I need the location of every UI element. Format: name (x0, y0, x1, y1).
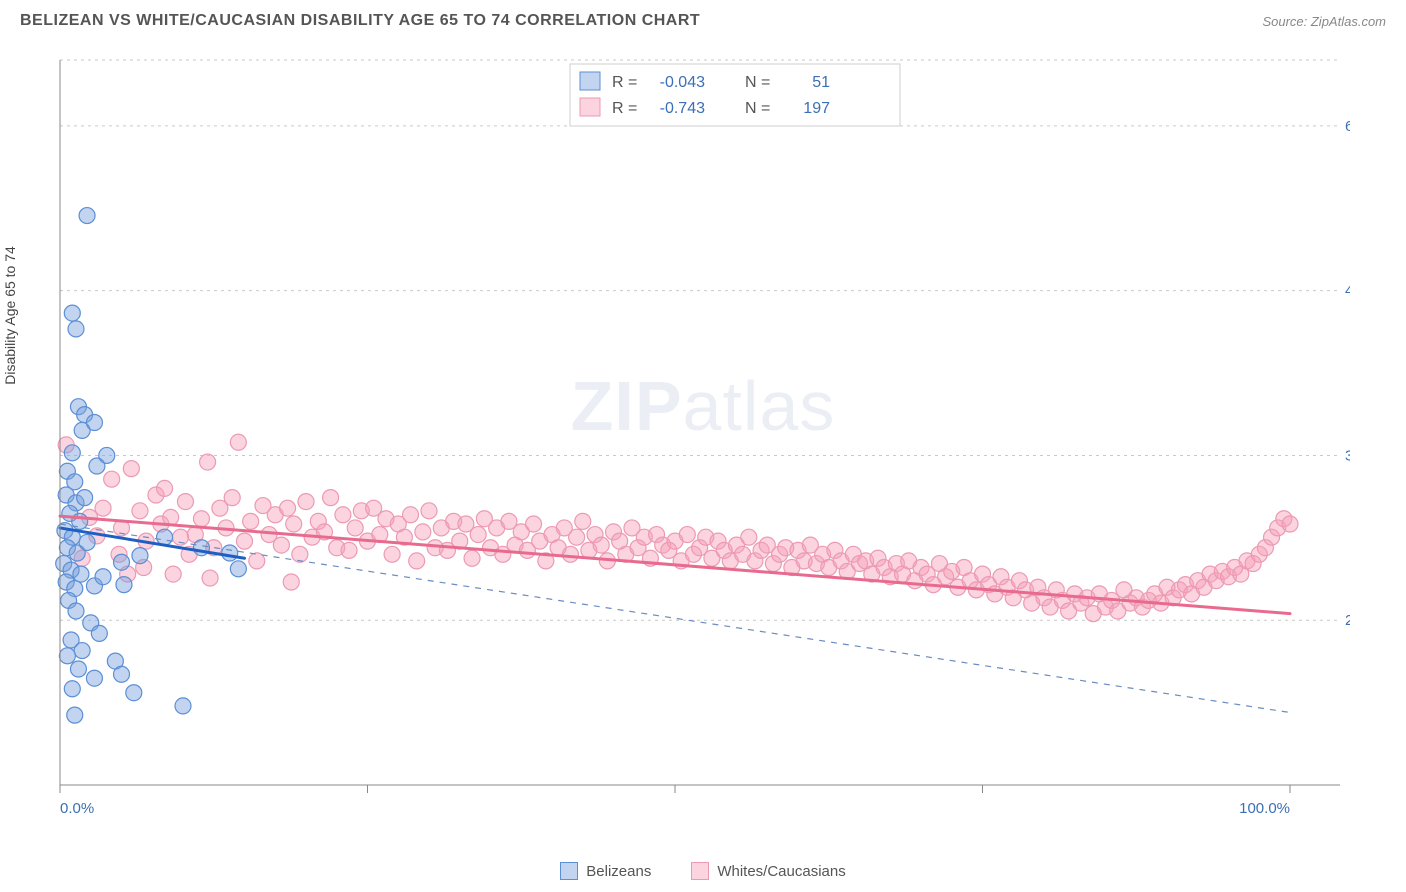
svg-text:47.5%: 47.5% (1345, 283, 1350, 300)
svg-text:60.0%: 60.0% (1345, 118, 1350, 135)
bottom-legend: Belizeans Whites/Caucasians (0, 862, 1406, 880)
legend-label: Belizeans (586, 863, 651, 880)
chart-header: BELIZEAN VS WHITE/CAUCASIAN DISABILITY A… (0, 0, 1406, 38)
svg-text:N =: N = (745, 74, 770, 91)
y-axis-label: Disability Age 65 to 74 (2, 246, 18, 385)
svg-text:51: 51 (812, 74, 830, 91)
svg-text:R =: R = (612, 100, 637, 117)
source-attribution: Source: ZipAtlas.com (1262, 14, 1386, 29)
legend-swatch-icon (691, 862, 709, 880)
chart-title: BELIZEAN VS WHITE/CAUCASIAN DISABILITY A… (20, 12, 700, 30)
svg-text:22.5%: 22.5% (1345, 612, 1350, 629)
scatter-chart: 22.5% 35.0% 47.5% 60.0% 0.0% 100.0% R = -0.043 N… (20, 50, 1350, 830)
svg-text:197: 197 (803, 100, 830, 117)
chart-container: Disability Age 65 to 74 22.5%35.0%47.5%6… (20, 50, 1386, 842)
svg-text:-0.043: -0.043 (660, 74, 705, 91)
legend-item-whites: Whites/Caucasians (691, 862, 845, 880)
svg-text:-0.743: -0.743 (660, 100, 705, 117)
legend-item-belizeans: Belizeans (560, 862, 651, 880)
legend-label: Whites/Caucasians (717, 863, 845, 880)
svg-text:R =: R = (612, 74, 637, 91)
svg-text:0.0%: 0.0% (60, 800, 94, 817)
svg-text:35.0%: 35.0% (1345, 447, 1350, 464)
svg-text:100.0%: 100.0% (1239, 800, 1290, 817)
legend-swatch-icon (560, 862, 578, 880)
svg-text:N =: N = (745, 100, 770, 117)
